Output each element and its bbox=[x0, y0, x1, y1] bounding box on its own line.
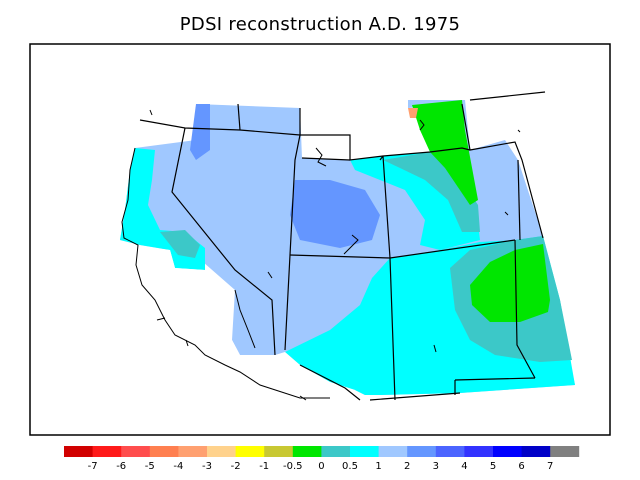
legend-swatch bbox=[378, 446, 408, 457]
legend-swatch bbox=[407, 446, 437, 457]
field-cyan-north bbox=[350, 152, 480, 250]
legend-swatch bbox=[435, 446, 465, 457]
legend-tick-label: -6 bbox=[116, 461, 126, 472]
legend-tick-label: 0.5 bbox=[342, 461, 358, 472]
legend-tick-label: -4 bbox=[173, 461, 183, 472]
pdsi-field bbox=[120, 100, 575, 395]
legend-tick-label: -5 bbox=[145, 461, 155, 472]
legend-tick-label: 6 bbox=[518, 461, 524, 472]
legend-swatch bbox=[521, 446, 551, 457]
map-title: PDSI reconstruction A.D. 1975 bbox=[179, 14, 461, 35]
field-green-east bbox=[470, 244, 550, 322]
legend-tick-label: 5 bbox=[490, 461, 496, 472]
legend-tick-label: -1 bbox=[259, 461, 269, 472]
legend-swatch bbox=[121, 446, 151, 457]
legend-swatch bbox=[292, 446, 322, 457]
legend-swatch bbox=[264, 446, 294, 457]
legend-swatch bbox=[64, 446, 93, 457]
legend-swatch bbox=[464, 446, 494, 457]
legend-swatch bbox=[235, 446, 265, 457]
legend-swatch bbox=[207, 446, 236, 457]
legend-tick-label: 2 bbox=[404, 461, 410, 472]
state-boundaries bbox=[139, 91, 546, 401]
legend-tick-label: -2 bbox=[231, 461, 241, 472]
legend-tick-label: 0 bbox=[318, 461, 324, 472]
legend-tick-label: 3 bbox=[433, 461, 439, 472]
legend-swatch bbox=[350, 446, 379, 457]
field-teal-west bbox=[160, 230, 200, 258]
legend-swatch bbox=[321, 446, 351, 457]
coastlines bbox=[121, 109, 521, 401]
field-mid-blue-north bbox=[190, 104, 210, 160]
no-data-regions bbox=[130, 108, 360, 400]
legend-swatch bbox=[493, 446, 522, 457]
legend-swatch bbox=[92, 446, 122, 457]
legend-tick-label: 4 bbox=[461, 461, 467, 472]
legend-tick-label: -0.5 bbox=[283, 461, 303, 472]
legend-tick-label: 7 bbox=[547, 461, 553, 472]
field-green-north bbox=[412, 100, 478, 205]
colorbar-legend: -7 -6 -5 -4 -3 -2 -1 -0.5 0 0.5 1 2 3 4 5 6 7 bbox=[64, 446, 580, 472]
field-orange-speck bbox=[408, 108, 418, 118]
legend-swatch bbox=[550, 446, 580, 457]
legend-tick-label: -3 bbox=[202, 461, 212, 472]
legend-tick-label: 1 bbox=[375, 461, 381, 472]
legend-tick-label: -7 bbox=[88, 461, 98, 472]
legend-swatch bbox=[149, 446, 179, 457]
legend-swatch bbox=[178, 446, 208, 457]
field-mid-blue-center bbox=[290, 180, 380, 248]
